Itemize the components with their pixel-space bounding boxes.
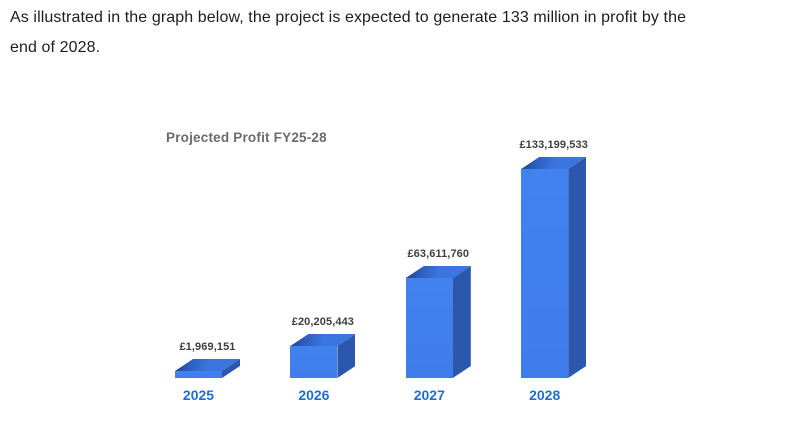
intro-paragraph: As illustrated in the graph below, the p… [10,9,687,56]
bar-value-label: £63,611,760 [407,248,470,260]
bar-value-label: £20,205,443 [291,316,355,328]
bar-front-face-2027 [405,278,453,378]
bar-value-label: £1,969,151 [179,341,236,353]
bar-side-face-2027 [452,266,471,378]
bar-side-face-2026 [337,334,356,378]
x-axis-label-2028: 2028 [529,387,561,403]
bar-side-face-2028 [568,157,587,378]
bar-top-face-2026 [290,334,356,346]
bar-front-face-2028 [521,169,569,378]
x-axis-label-2026: 2026 [298,387,330,403]
bar-value-label: £133,199,533 [519,139,588,151]
x-axis-label-2027: 2027 [413,387,445,403]
x-axis-label-2025: 2025 [182,387,215,403]
bar-top-face-2027 [405,266,471,278]
bar-front-face-2025 [175,371,222,378]
bar-top-face-2025 [175,359,240,371]
bar-top-face-2028 [521,157,587,169]
bar-front-face-2026 [290,346,338,378]
chart-title: Projected Profit FY25-28 [166,130,327,145]
